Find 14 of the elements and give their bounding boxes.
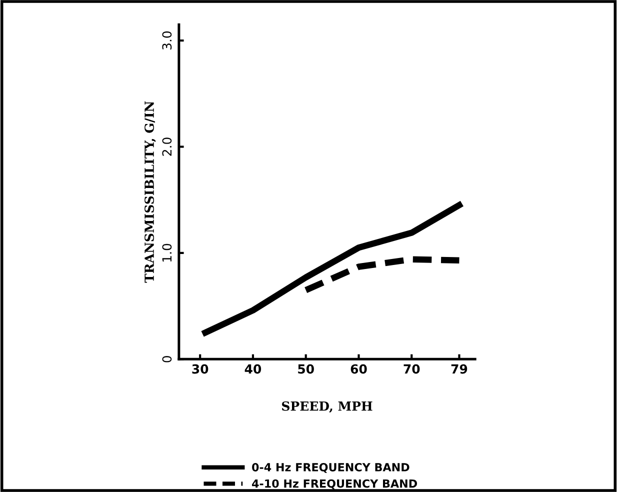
y-tick-label: 0 [162, 356, 172, 362]
y-tick-label: 2.0 [162, 138, 172, 156]
y-tick-label: 3.0 [162, 31, 172, 50]
x-axis-title: SPEED, MPH [282, 401, 372, 413]
x-tick-label: 50 [298, 364, 314, 374]
legend-label: 0-4 Hz FREQUENCY BAND [252, 463, 410, 473]
x-tick-label: 79 [451, 364, 468, 374]
x-tick-label: 70 [404, 364, 420, 374]
x-tick-label: 40 [244, 364, 262, 374]
y-axis-title: TRANSMISSIBILITY, G/IN [144, 101, 156, 283]
legend-label: 4-10 Hz FREQUENCY BAND [252, 479, 417, 490]
x-tick-label: 30 [192, 364, 208, 374]
y-tick-label: 1.0 [162, 244, 172, 262]
x-tick-label: 60 [350, 364, 367, 374]
